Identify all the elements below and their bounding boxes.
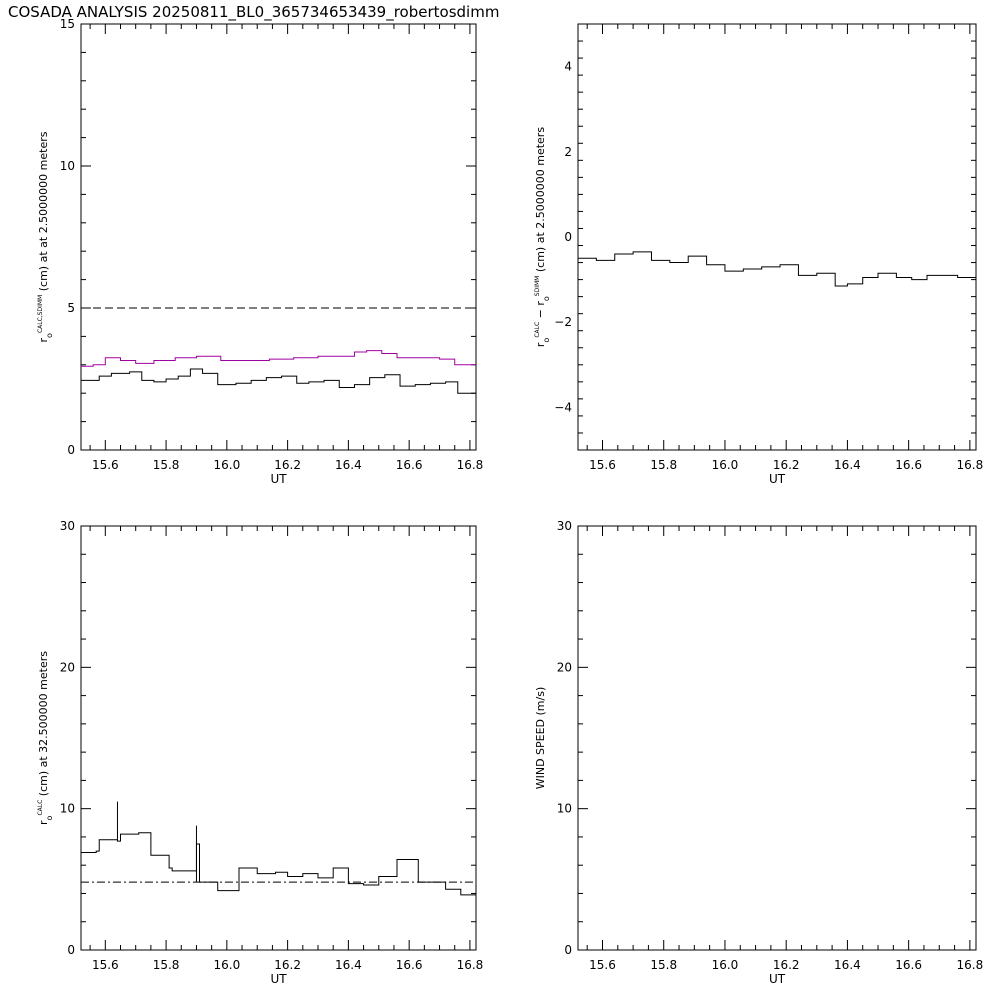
data-series-1	[578, 251, 977, 287]
x-tick-label: 16.4	[335, 458, 362, 472]
y-tick-label: 30	[60, 519, 75, 533]
plot-panel-1: 15.6 15.8 16.0 16.2 16.4 16.6 16.8 0 5 10 15 UT roCA…	[37, 17, 483, 486]
x-axis-label: UT	[270, 472, 287, 486]
x-tick-label: 16.0	[213, 458, 240, 472]
y-tick-label: 5	[67, 301, 75, 315]
x-tick-label: 15.6	[589, 958, 616, 972]
x-tick-label: 15.8	[153, 458, 180, 472]
x-tick-label: 15.8	[650, 958, 677, 972]
plot-panel-3: 15.6 15.8 16.0 16.2 16.4 16.6 16.8 0 10 20 30 UT roC…	[37, 519, 483, 986]
y-tick-label: 10	[557, 802, 572, 816]
y-tick-label: 15	[60, 17, 75, 31]
y-tick-label: 0	[67, 943, 75, 957]
y-tick-label: 2	[564, 145, 572, 159]
y-axis-label: WIND SPEED (m/s)	[534, 687, 547, 790]
x-tick-label: 16.4	[834, 958, 861, 972]
y-tick-label: 10	[60, 802, 75, 816]
data-series-1	[81, 350, 476, 367]
x-tick-label: 16.2	[274, 958, 301, 972]
x-tick-label: 16.4	[834, 458, 861, 472]
x-tick-label: 15.6	[589, 458, 616, 472]
x-axis-label: UT	[769, 972, 786, 986]
x-tick-label: 16.2	[773, 458, 800, 472]
x-tick-label: 16.8	[957, 958, 984, 972]
plot-frame	[577, 525, 977, 951]
x-tick-label: 16.4	[335, 958, 362, 972]
y-tick-label: 0	[564, 230, 572, 244]
x-tick-label: 16.2	[274, 458, 301, 472]
plot-panel-4: 15.6 15.8 16.0 16.2 16.4 16.6 16.8 0 10 20 30 UT WIN…	[534, 519, 983, 986]
x-tick-label: 16.8	[457, 958, 484, 972]
plot-frame	[577, 23, 977, 451]
x-tick-label: 16.0	[712, 458, 739, 472]
x-tick-label: 15.8	[650, 458, 677, 472]
x-tick-label: 16.8	[957, 458, 984, 472]
y-axis-label: roCALC − roSDIMM (cm) at 2.5000000 meter…	[534, 127, 551, 347]
x-tick-label: 16.6	[895, 458, 922, 472]
y-tick-label: 20	[60, 660, 75, 674]
x-tick-label: 15.8	[153, 958, 180, 972]
y-tick-label: 0	[564, 943, 572, 957]
plot-frame	[80, 525, 477, 951]
x-tick-label: 16.2	[773, 958, 800, 972]
x-tick-label: 16.8	[457, 458, 484, 472]
x-tick-label: 15.6	[92, 958, 119, 972]
plot-frame	[80, 23, 477, 451]
plot-panel-2: 15.6 15.8 16.0 16.2 16.4 16.6 16.8 −4 −2 0 2 4 UT roC…	[534, 23, 984, 486]
x-tick-label: 16.6	[396, 458, 423, 472]
data-series-2	[81, 368, 477, 395]
y-tick-label: 30	[557, 519, 572, 533]
x-axis-label: UT	[270, 972, 287, 986]
y-tick-label: 4	[564, 60, 572, 74]
x-tick-label: 16.6	[895, 958, 922, 972]
figure-title: COSADA ANALYSIS 20250811_BL0_36573465343…	[8, 3, 499, 22]
y-tick-label: −4	[554, 400, 572, 414]
y-tick-label: 20	[557, 660, 572, 674]
y-tick-label: 10	[60, 159, 75, 173]
y-tick-label: 0	[67, 443, 75, 457]
y-axis-label: roCALC (cm) at 32.500000 meters	[37, 651, 54, 825]
y-tick-label: −2	[554, 315, 572, 329]
x-tick-label: 16.0	[213, 958, 240, 972]
x-tick-label: 16.0	[712, 958, 739, 972]
x-axis-label: UT	[769, 472, 786, 486]
x-tick-label: 15.6	[92, 458, 119, 472]
y-axis-label: roCALC,SDIMM (cm) at at 2.5000000 meters	[37, 131, 54, 342]
data-series-1	[81, 832, 477, 897]
x-tick-label: 16.6	[396, 958, 423, 972]
